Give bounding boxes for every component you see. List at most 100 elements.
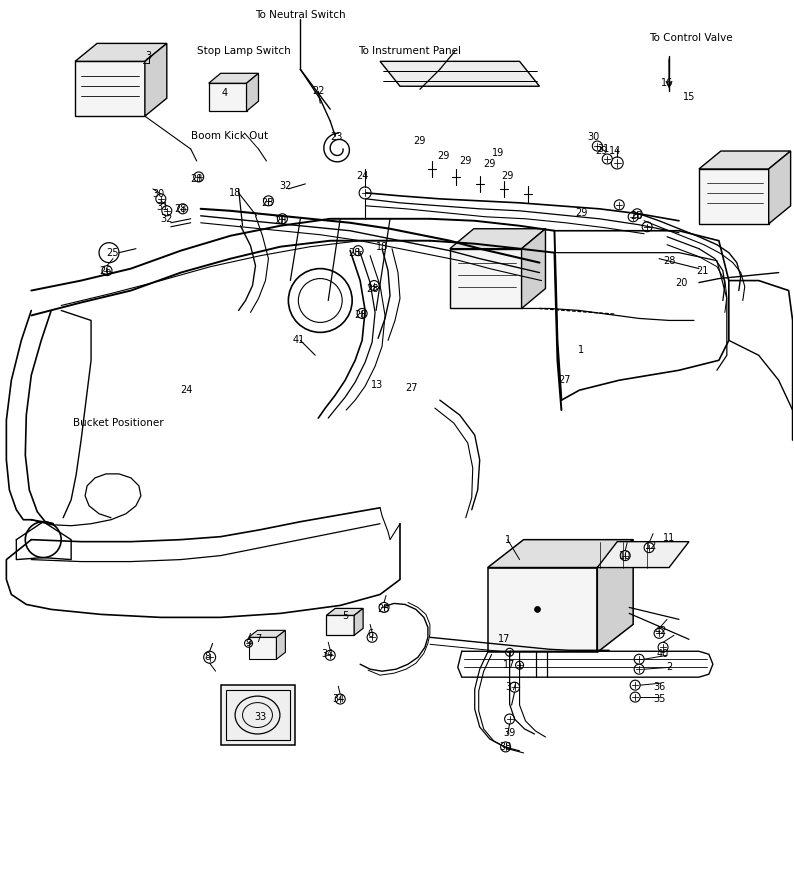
Text: 7: 7 bbox=[256, 635, 261, 644]
Circle shape bbox=[506, 649, 514, 657]
Polygon shape bbox=[380, 61, 539, 86]
Circle shape bbox=[592, 141, 603, 151]
Text: 35: 35 bbox=[653, 694, 665, 704]
Circle shape bbox=[102, 266, 112, 275]
Polygon shape bbox=[450, 249, 522, 309]
Text: 4: 4 bbox=[222, 88, 228, 98]
Text: 19: 19 bbox=[491, 148, 503, 158]
Text: Boom Kick Out: Boom Kick Out bbox=[191, 131, 268, 141]
Polygon shape bbox=[326, 615, 354, 635]
Circle shape bbox=[628, 212, 638, 222]
Text: To Control Valve: To Control Valve bbox=[649, 34, 733, 43]
Polygon shape bbox=[699, 169, 769, 224]
Text: 17: 17 bbox=[503, 660, 516, 670]
Text: 29: 29 bbox=[437, 151, 450, 161]
Text: 3: 3 bbox=[146, 51, 152, 61]
Circle shape bbox=[369, 281, 379, 290]
Text: 17: 17 bbox=[499, 635, 511, 644]
Text: 25: 25 bbox=[106, 248, 119, 258]
Circle shape bbox=[194, 172, 204, 182]
Polygon shape bbox=[488, 540, 633, 567]
Text: 29: 29 bbox=[484, 159, 496, 169]
Circle shape bbox=[630, 692, 640, 702]
Text: 32: 32 bbox=[279, 181, 291, 191]
Text: Stop Lamp Switch: Stop Lamp Switch bbox=[197, 46, 291, 57]
Circle shape bbox=[620, 550, 630, 560]
Circle shape bbox=[156, 194, 166, 204]
Text: 18: 18 bbox=[376, 242, 388, 251]
Text: 36: 36 bbox=[653, 682, 665, 692]
Text: 8: 8 bbox=[205, 652, 210, 662]
Polygon shape bbox=[249, 630, 285, 637]
Circle shape bbox=[658, 643, 668, 652]
Text: 31: 31 bbox=[156, 202, 169, 212]
Circle shape bbox=[634, 654, 644, 665]
Text: 42: 42 bbox=[655, 627, 667, 636]
Text: 22: 22 bbox=[312, 86, 325, 96]
Text: 11: 11 bbox=[663, 533, 675, 543]
Text: 28: 28 bbox=[366, 283, 378, 294]
Circle shape bbox=[634, 665, 644, 674]
Polygon shape bbox=[75, 61, 145, 116]
Text: 39: 39 bbox=[503, 728, 516, 738]
Text: 28: 28 bbox=[354, 311, 366, 320]
Circle shape bbox=[379, 603, 389, 612]
Circle shape bbox=[644, 543, 654, 552]
Polygon shape bbox=[209, 83, 246, 112]
Text: 20: 20 bbox=[675, 278, 687, 288]
Circle shape bbox=[603, 154, 612, 164]
Circle shape bbox=[630, 681, 640, 690]
Text: 13: 13 bbox=[371, 381, 384, 390]
Text: 15: 15 bbox=[683, 92, 696, 102]
Circle shape bbox=[264, 196, 273, 206]
Text: 28: 28 bbox=[630, 211, 642, 220]
Circle shape bbox=[245, 639, 252, 647]
Circle shape bbox=[515, 661, 523, 669]
Text: 16: 16 bbox=[661, 78, 673, 88]
Text: 14: 14 bbox=[609, 146, 622, 156]
Polygon shape bbox=[249, 637, 276, 659]
Text: 12: 12 bbox=[645, 541, 657, 550]
Polygon shape bbox=[209, 73, 259, 83]
Text: 28: 28 bbox=[348, 248, 360, 258]
Text: 34: 34 bbox=[321, 650, 333, 659]
Text: 29: 29 bbox=[502, 171, 514, 181]
Text: 28: 28 bbox=[191, 174, 203, 184]
Text: 29: 29 bbox=[595, 146, 607, 156]
Text: 29: 29 bbox=[414, 136, 426, 146]
Circle shape bbox=[335, 694, 345, 704]
Text: Bucket Positioner: Bucket Positioner bbox=[73, 418, 164, 428]
Circle shape bbox=[615, 200, 624, 210]
Text: 1: 1 bbox=[504, 535, 511, 544]
Text: 31: 31 bbox=[597, 144, 610, 154]
Polygon shape bbox=[246, 73, 259, 112]
Text: 18: 18 bbox=[229, 188, 241, 198]
Circle shape bbox=[654, 628, 664, 638]
Polygon shape bbox=[276, 630, 285, 659]
Circle shape bbox=[534, 606, 541, 612]
Text: 26: 26 bbox=[98, 266, 111, 275]
Text: 21: 21 bbox=[697, 266, 709, 275]
Polygon shape bbox=[75, 43, 167, 61]
Polygon shape bbox=[597, 540, 633, 652]
Circle shape bbox=[277, 214, 287, 224]
Text: 28: 28 bbox=[175, 204, 187, 214]
Polygon shape bbox=[769, 151, 791, 224]
Text: 9: 9 bbox=[245, 638, 252, 649]
Text: 24: 24 bbox=[180, 385, 193, 396]
Text: 28: 28 bbox=[377, 604, 389, 614]
Polygon shape bbox=[145, 43, 167, 116]
Text: 28: 28 bbox=[274, 216, 287, 226]
Text: 2: 2 bbox=[666, 662, 673, 673]
Circle shape bbox=[162, 206, 172, 216]
Text: 34: 34 bbox=[332, 694, 345, 704]
Text: 1: 1 bbox=[578, 345, 584, 355]
Text: 27: 27 bbox=[558, 375, 571, 385]
Text: 24: 24 bbox=[356, 171, 368, 181]
Circle shape bbox=[367, 633, 377, 643]
Text: 32: 32 bbox=[160, 214, 173, 224]
Circle shape bbox=[359, 187, 371, 199]
Text: 33: 33 bbox=[254, 712, 267, 722]
Circle shape bbox=[611, 157, 623, 169]
Text: 6: 6 bbox=[367, 629, 373, 639]
